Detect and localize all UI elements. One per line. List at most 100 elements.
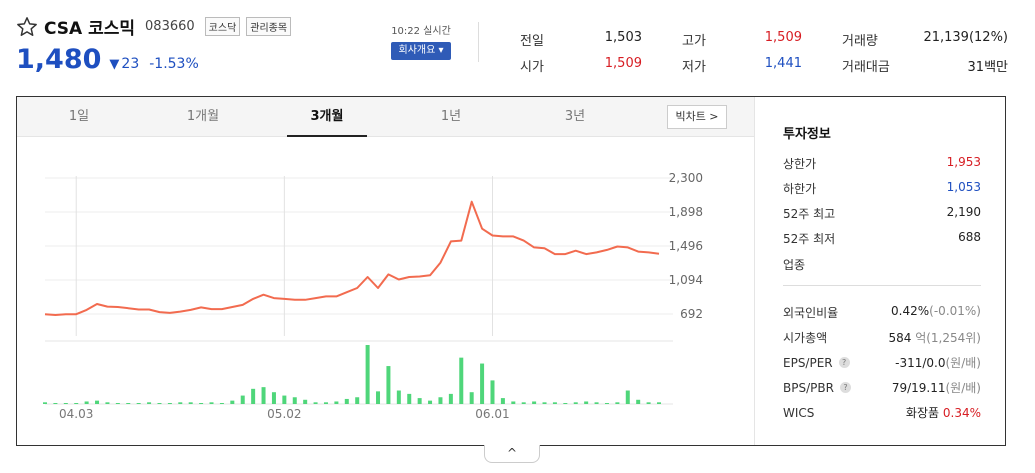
stock-name: CSA 코스믹 [44, 19, 136, 39]
volume-bar [115, 403, 120, 404]
collapse-toggle[interactable]: ^ [484, 445, 540, 463]
volume-bar [334, 401, 339, 404]
volume-bar [261, 387, 266, 404]
info-extra: 억(1,254위) [915, 331, 981, 345]
volume-bar [292, 397, 297, 404]
info-label: 52주 최고 [783, 207, 836, 221]
star-icon[interactable] [16, 16, 38, 38]
volume-bar [178, 402, 183, 404]
status-tag: 관리종목 [246, 17, 292, 36]
volume-bar [573, 402, 578, 404]
volume-bar [282, 395, 287, 404]
volume-bar [43, 402, 47, 404]
tab-1day[interactable]: 1일 [68, 109, 90, 124]
down-arrow-icon: ▼ [109, 57, 120, 72]
info-value: 688 [958, 230, 981, 244]
volume-bar [604, 403, 609, 404]
y-tick-label: 1,094 [669, 273, 703, 287]
volume-bar [219, 403, 224, 404]
info-value: 0.42% [891, 304, 930, 318]
price-change: 23 [121, 56, 140, 72]
info-value: -311/0.0 [895, 356, 946, 370]
volume-bar [636, 399, 641, 404]
volume-bar [500, 398, 505, 404]
big-chart-button[interactable]: 빅차트 > [667, 105, 727, 129]
x-tick-label: 06.01 [475, 407, 509, 421]
info-row-bps-pbr: BPS/PBR? 79/19.11(원/배) [783, 379, 981, 396]
info-divider [783, 285, 981, 286]
volume-bar [625, 390, 630, 404]
x-tick-label: 05.02 [267, 407, 301, 421]
volume-bar [417, 398, 422, 404]
volume-bar [448, 393, 453, 404]
volume-bar [240, 395, 245, 404]
info-value: 1,953 [946, 155, 981, 169]
price-chart-svg: 2,300 1,898 1,496 1,094 692 04.03 05.02 06.01 [43, 171, 703, 421]
stat-label-volume: 거래량 [842, 34, 878, 49]
stat-label-open: 시가 [520, 60, 544, 75]
volume-bar [407, 393, 412, 404]
stat-value-open: 1,509 [604, 56, 642, 71]
price-chart: 2,300 1,898 1,496 1,094 692 04.03 05.02 06.01 [17, 138, 754, 446]
volume-bar [355, 397, 360, 404]
info-label: 외국인비율 [783, 306, 839, 320]
y-tick-label: 692 [680, 307, 703, 321]
investment-info-title: 투자정보 [783, 127, 831, 142]
info-extra: (원/배) [945, 356, 982, 370]
stat-value-prev: 1,503 [604, 30, 642, 45]
info-label: BPS/PBR [783, 380, 834, 395]
realtime-label: 10:22 실시간 [391, 26, 451, 37]
company-info-button[interactable]: 회사개요 ▾ [391, 42, 451, 60]
chart-panel: 1일 1개월 3개월 1년 3년 빅차트 > 2,300 1,898 1,496 1,… [16, 96, 1006, 446]
tab-1year[interactable]: 1년 [440, 109, 462, 124]
stat-value-volume: 21,139(12%) [923, 30, 1008, 45]
volume-bar [459, 357, 464, 404]
market-tag: 코스닥 [204, 17, 241, 36]
info-row-market-cap: 시가총액 584 억(1,254위) [783, 329, 981, 346]
info-value[interactable]: 화장품 [905, 406, 940, 420]
volume-bar [323, 402, 328, 404]
info-label: WICS [783, 405, 815, 420]
volume-bar [95, 400, 100, 404]
info-extra: (-0.01%) [929, 304, 981, 318]
volume-bar [344, 398, 349, 404]
info-label: 업종 [783, 258, 806, 272]
volume-bar [53, 403, 58, 404]
info-value: 2,190 [946, 205, 981, 219]
stock-header: CSA 코스믹 083660 코스닥 관리종목 1,480 ▼ 23 -1.53… [16, 10, 1020, 90]
info-extra: 0.34% [942, 406, 981, 420]
tab-3months[interactable]: 3개월 [287, 97, 367, 137]
price-row: 1,480 ▼ 23 -1.53% [16, 44, 199, 75]
info-row-wics: WICS 화장품 0.34% [783, 404, 981, 421]
stat-value-low: 1,441 [764, 56, 802, 71]
y-tick-label: 2,300 [669, 171, 703, 185]
volume-bar [136, 403, 141, 404]
volume-bar [438, 397, 443, 404]
info-value: 79/19.11 [891, 381, 946, 395]
info-label: 상한가 [783, 157, 817, 171]
volume-bar [511, 401, 516, 404]
price-line [44, 200, 660, 316]
y-tick-label: 1,898 [669, 205, 703, 219]
tab-1month[interactable]: 1개월 [186, 109, 220, 124]
volume-bar [84, 401, 89, 404]
volume-bar [63, 403, 68, 404]
help-icon[interactable]: ? [839, 382, 851, 393]
volume-bar [188, 402, 193, 404]
volume-bar [594, 402, 599, 404]
volume-bar [209, 402, 214, 404]
info-row-lower-limit: 하한가 1,053 [783, 180, 981, 197]
tab-3years[interactable]: 3년 [564, 109, 586, 124]
title-row: CSA 코스믹 083660 코스닥 관리종목 [16, 14, 297, 39]
volume-bar [615, 402, 620, 404]
volume-bar [552, 402, 557, 404]
volume-bar [313, 402, 318, 404]
info-value: 1,053 [946, 180, 981, 194]
x-tick-label: 04.03 [59, 407, 93, 421]
volume-bar [563, 403, 568, 404]
volume-bar [157, 403, 162, 404]
help-icon[interactable]: ? [838, 357, 850, 368]
info-extra: (원/배) [945, 381, 982, 395]
info-label: EPS/PER [783, 355, 833, 370]
info-row-foreign-ratio: 외국인비율 0.42%(-0.01%) [783, 304, 981, 321]
